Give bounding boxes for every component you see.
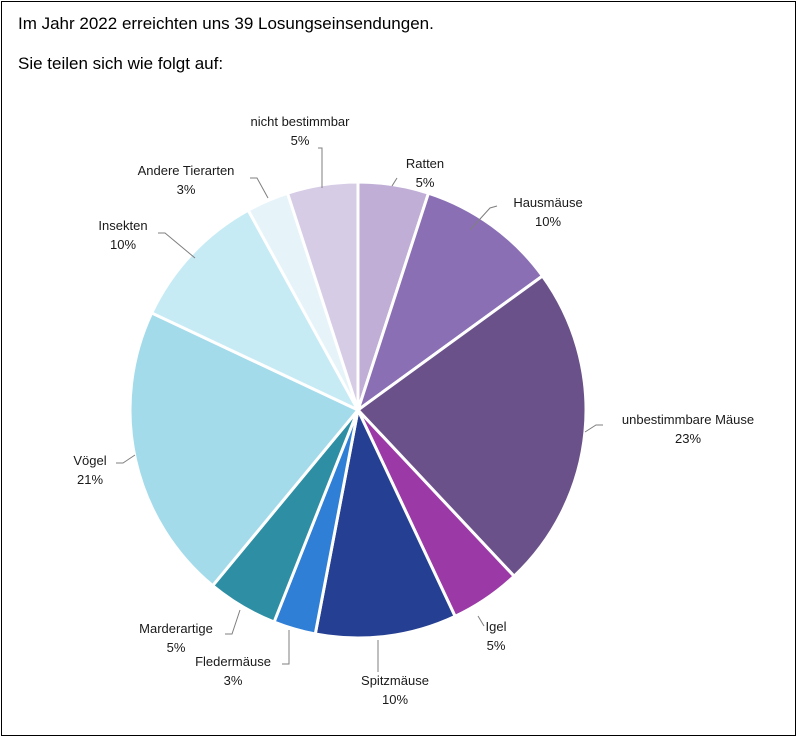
slice-label-percent: 10% <box>382 692 408 707</box>
leader-line-marderartige <box>225 609 241 635</box>
slice-label-igel: Igel 5% <box>486 619 507 653</box>
slice-label-name: Insekten <box>98 218 147 233</box>
intro-line-1: Im Jahr 2022 erreichten uns 39 Losungsei… <box>18 14 434 33</box>
slice-label-insekten: Insekten 10% <box>98 218 147 252</box>
slice-label-name: unbestimmbare Mäuse <box>622 412 754 427</box>
pie-slice-unbestimmbare-mause <box>356 274 588 578</box>
leader-line-vogel <box>116 454 136 464</box>
slice-label-spitzmause: Spitzmäuse 10% <box>361 673 429 707</box>
leader-line-fledermause <box>282 630 290 665</box>
leader-line-insekten <box>158 232 196 259</box>
slice-label-name: Vögel <box>73 453 106 468</box>
slice-label-percent: 3% <box>177 182 196 197</box>
slice-label-percent: 5% <box>416 175 435 190</box>
slice-label-hausmause: Hausmäuse 10% <box>513 195 582 229</box>
pie-slice-vogel <box>128 311 360 588</box>
slice-label-vogel: Vögel 21% <box>73 453 106 487</box>
slice-label-percent: 5% <box>167 640 186 655</box>
leader-line-nicht-bestimmbar <box>318 147 323 188</box>
intro-line-2: Sie teilen sich wie folgt auf: <box>18 54 224 73</box>
slice-label-name: Igel <box>486 619 507 634</box>
pie-slice-hausmause <box>356 191 544 412</box>
slice-label-fledermause: Fledermäuse 3% <box>195 654 271 688</box>
slice-label-percent: 10% <box>535 214 561 229</box>
slice-label-name: Spitzmäuse <box>361 673 429 688</box>
pie-slice-insekten <box>150 208 360 412</box>
slice-label-percent: 21% <box>77 472 103 487</box>
slice-label-name: Ratten <box>406 156 444 171</box>
slice-label-name: Marderartige <box>139 621 213 636</box>
leader-line-andere-tierarten <box>250 177 269 199</box>
leader-line-unbestimmbare-mause <box>584 424 603 433</box>
leader-line-igel <box>477 615 485 627</box>
slice-label-percent: 10% <box>110 237 136 252</box>
leader-line-hausmause <box>469 205 498 231</box>
slice-label-name: Fledermäuse <box>195 654 271 669</box>
slice-label-unbestimmbare-mause: unbestimmbare Mäuse 23% <box>622 412 754 446</box>
pie-slice-spitzmause <box>313 408 457 640</box>
slice-label-name: Andere Tierarten <box>138 163 235 178</box>
slice-label-percent: 5% <box>487 638 506 653</box>
slice-label-percent: 5% <box>291 133 310 148</box>
slice-label-nicht-bestimmbar: nicht bestimmbar 5% <box>251 114 351 148</box>
slice-label-marderartige: Marderartige 5% <box>139 621 213 655</box>
slice-label-name: nicht bestimmbar <box>251 114 351 129</box>
slice-label-andere-tierarten: Andere Tierarten 3% <box>138 163 235 197</box>
slice-label-ratten: Ratten 5% <box>406 156 444 190</box>
slice-label-percent: 23% <box>675 431 701 446</box>
leader-line-ratten <box>391 177 398 187</box>
slice-label-name: Hausmäuse <box>513 195 582 210</box>
slice-label-percent: 3% <box>224 673 243 688</box>
